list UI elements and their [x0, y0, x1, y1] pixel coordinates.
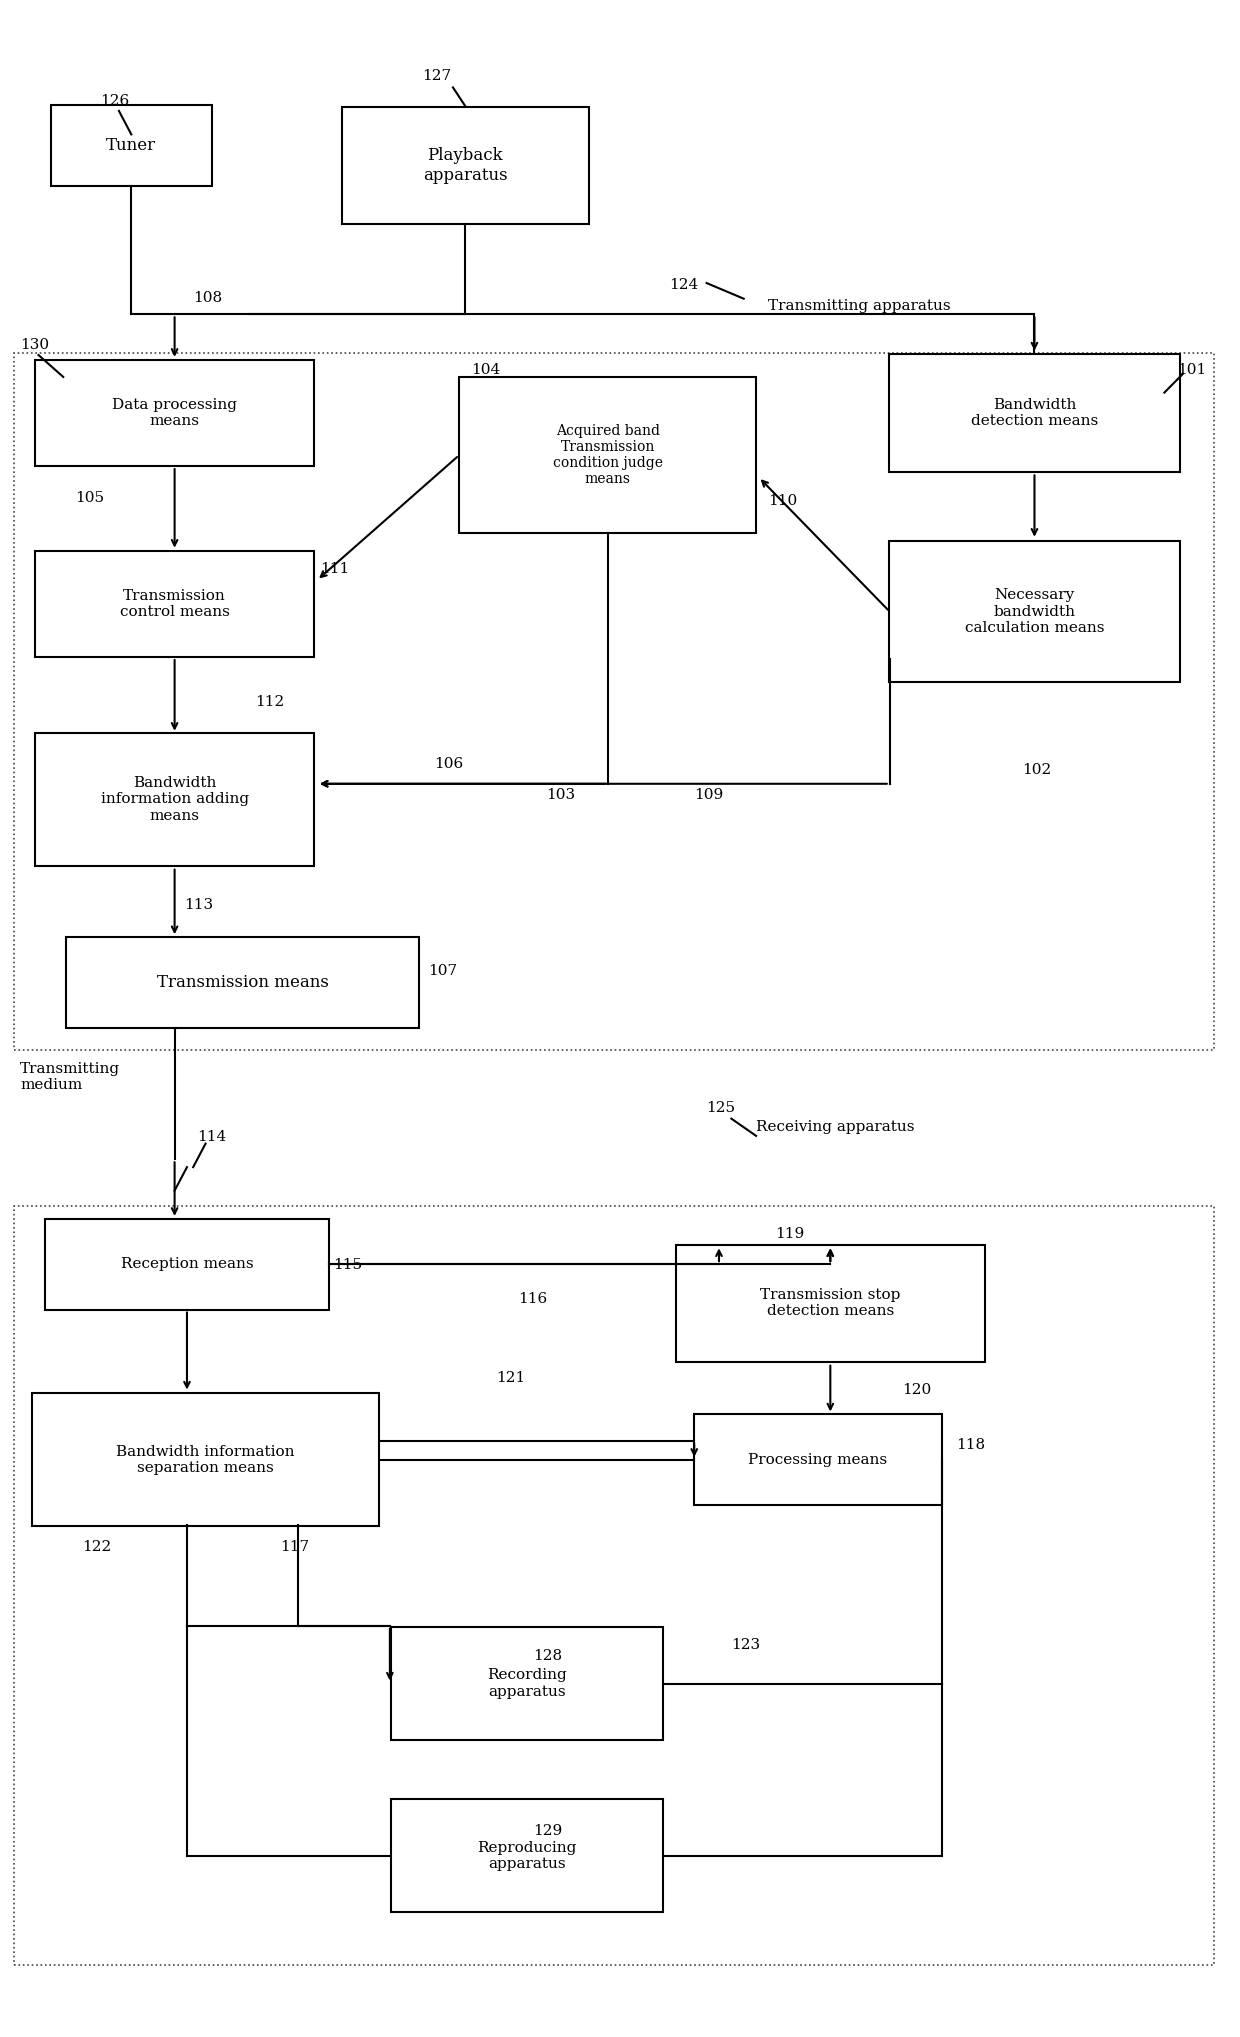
Text: 104: 104 — [471, 363, 501, 377]
FancyBboxPatch shape — [36, 733, 314, 866]
Text: 122: 122 — [82, 1540, 112, 1554]
Text: 123: 123 — [732, 1638, 760, 1652]
Text: 112: 112 — [255, 695, 284, 709]
FancyBboxPatch shape — [889, 542, 1179, 682]
FancyBboxPatch shape — [391, 1799, 663, 1913]
Text: 119: 119 — [775, 1226, 804, 1241]
Text: Bandwidth information
separation means: Bandwidth information separation means — [117, 1444, 295, 1475]
Text: 115: 115 — [334, 1259, 362, 1271]
Text: 125: 125 — [707, 1102, 735, 1116]
Text: 116: 116 — [518, 1291, 548, 1306]
Text: Bandwidth
detection means: Bandwidth detection means — [971, 397, 1099, 428]
Text: Necessary
bandwidth
calculation means: Necessary bandwidth calculation means — [965, 589, 1104, 636]
Text: Acquired band
Transmission
condition judge
means: Acquired band Transmission condition jud… — [553, 424, 662, 487]
Text: 118: 118 — [956, 1438, 986, 1452]
Text: 109: 109 — [694, 788, 723, 803]
Text: 110: 110 — [769, 495, 797, 509]
Text: Recording
apparatus: Recording apparatus — [487, 1668, 567, 1699]
Text: 102: 102 — [1022, 764, 1052, 778]
FancyBboxPatch shape — [459, 377, 756, 534]
Text: 106: 106 — [434, 758, 464, 772]
FancyBboxPatch shape — [391, 1628, 663, 1740]
Text: Data processing
means: Data processing means — [112, 397, 237, 428]
FancyBboxPatch shape — [67, 937, 419, 1029]
Text: 113: 113 — [185, 898, 213, 913]
Text: 117: 117 — [280, 1540, 309, 1554]
Text: 111: 111 — [321, 562, 350, 576]
Text: Playback
apparatus: Playback apparatus — [423, 147, 507, 183]
FancyBboxPatch shape — [342, 108, 589, 224]
FancyBboxPatch shape — [36, 550, 314, 658]
Text: Tuner: Tuner — [107, 136, 156, 155]
FancyBboxPatch shape — [45, 1218, 330, 1310]
FancyBboxPatch shape — [32, 1393, 378, 1526]
Text: Transmitting
medium: Transmitting medium — [20, 1061, 120, 1092]
Text: Transmission means: Transmission means — [156, 974, 329, 992]
Text: Bandwidth
information adding
means: Bandwidth information adding means — [100, 776, 249, 823]
Text: Transmitting apparatus: Transmitting apparatus — [769, 299, 951, 312]
Text: 129: 129 — [533, 1825, 563, 1837]
Text: 114: 114 — [197, 1131, 226, 1143]
Text: 127: 127 — [422, 69, 451, 84]
Text: 108: 108 — [193, 291, 222, 306]
FancyBboxPatch shape — [676, 1245, 985, 1363]
Text: Reception means: Reception means — [120, 1257, 253, 1271]
Text: 124: 124 — [670, 279, 698, 293]
Text: Transmission
control means: Transmission control means — [120, 589, 229, 619]
Text: 130: 130 — [20, 338, 50, 352]
Text: Receiving apparatus: Receiving apparatus — [756, 1120, 915, 1135]
Text: Reproducing
apparatus: Reproducing apparatus — [477, 1841, 577, 1870]
Text: 128: 128 — [533, 1650, 563, 1662]
FancyBboxPatch shape — [694, 1414, 941, 1505]
Text: 120: 120 — [901, 1383, 931, 1397]
Text: 107: 107 — [428, 964, 458, 978]
Bar — [14, 1206, 1214, 1966]
Text: 121: 121 — [496, 1371, 526, 1385]
Text: 101: 101 — [1177, 363, 1207, 377]
Text: 126: 126 — [100, 94, 130, 108]
FancyBboxPatch shape — [36, 361, 314, 466]
Text: 103: 103 — [546, 788, 575, 803]
Text: Transmission stop
detection means: Transmission stop detection means — [760, 1287, 900, 1318]
Text: 105: 105 — [76, 491, 104, 505]
Bar — [14, 354, 1214, 1049]
FancyBboxPatch shape — [51, 104, 212, 185]
Text: Processing means: Processing means — [749, 1452, 888, 1467]
FancyBboxPatch shape — [889, 354, 1179, 473]
